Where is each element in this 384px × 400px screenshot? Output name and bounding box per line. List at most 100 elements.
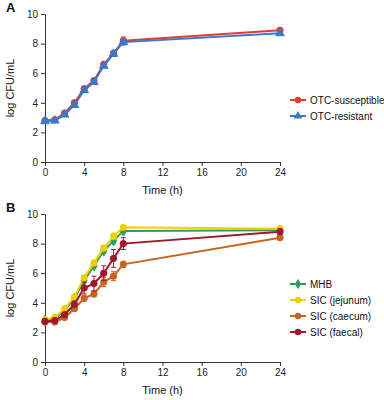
- tick: 4: [32, 98, 45, 109]
- tick: 4: [82, 362, 88, 378]
- tick: 20: [236, 162, 248, 178]
- tick: 12: [157, 362, 169, 378]
- legend-label: SIC (caecum): [310, 311, 371, 322]
- marker: [61, 311, 67, 317]
- marker: [101, 245, 107, 251]
- plot-area: [42, 224, 283, 326]
- marker: [120, 261, 126, 267]
- tick-label: 6: [32, 68, 38, 79]
- marker: [91, 260, 97, 266]
- tick-mark: [123, 162, 124, 166]
- tick-label: 12: [157, 167, 169, 178]
- error-bar: [82, 282, 87, 294]
- tick-label: 24: [275, 167, 287, 178]
- marker: [41, 116, 50, 123]
- series-line: [45, 33, 280, 121]
- tick: 2: [32, 327, 45, 338]
- tick-mark: [41, 73, 45, 74]
- error-bar: [82, 295, 87, 301]
- series-line: [45, 232, 280, 322]
- tick-mark: [41, 103, 45, 104]
- series: [42, 229, 283, 325]
- series: [42, 234, 283, 325]
- marker: [52, 314, 58, 325]
- marker: [80, 85, 89, 92]
- tick-label: 0: [43, 367, 49, 378]
- axis-line: [41, 15, 46, 163]
- tick-mark: [41, 44, 45, 45]
- error-bar: [91, 261, 96, 265]
- tick: 10: [27, 9, 45, 20]
- tick-label: 8: [32, 238, 38, 249]
- tick: 4: [32, 298, 45, 309]
- tick-label: 20: [236, 367, 248, 378]
- panel-label: B: [6, 200, 15, 215]
- tick-mark: [84, 162, 85, 166]
- error-bar: [121, 261, 126, 267]
- tick-mark: [41, 14, 45, 15]
- tick-mark: [163, 162, 164, 166]
- tick: 0: [32, 357, 45, 368]
- legend-label: SIC (jejunum): [310, 295, 371, 306]
- tick: 4: [82, 162, 88, 178]
- tick-label: 0: [43, 167, 49, 178]
- marker: [277, 229, 283, 235]
- figure: 048121620240246810ATime (h)log CFU/mLOTC…: [0, 0, 384, 400]
- tick-mark: [241, 362, 242, 366]
- panel: 048121620240246810BTime (h)log CFU/mLMHB…: [4, 200, 371, 396]
- x-axis-title: Time (h): [142, 184, 183, 196]
- tick-mark: [41, 303, 45, 304]
- tick-label: 10: [27, 9, 39, 20]
- tick-label: 4: [82, 367, 88, 378]
- tick-label: 4: [82, 167, 88, 178]
- series: [42, 225, 283, 326]
- tick-label: 2: [32, 127, 38, 138]
- marker: [110, 255, 116, 261]
- axis-line: [46, 163, 281, 167]
- marker: [120, 240, 126, 246]
- tick: 8: [32, 238, 45, 249]
- tick-label: 0: [32, 357, 38, 368]
- marker: [50, 116, 59, 123]
- marker: [90, 77, 99, 84]
- tick-mark: [41, 132, 45, 133]
- marker: [91, 261, 97, 272]
- error-bar: [62, 312, 67, 316]
- legend-marker: [295, 97, 301, 103]
- marker: [91, 291, 97, 297]
- y-axis: 0246810: [27, 209, 46, 368]
- x-axis: 04812162024: [43, 362, 287, 378]
- legend-marker: [294, 111, 303, 118]
- marker: [276, 28, 285, 35]
- marker: [101, 270, 107, 276]
- tick: 8: [32, 38, 45, 49]
- tick-label: 4: [32, 298, 38, 309]
- marker: [42, 318, 48, 324]
- tick-label: 8: [121, 367, 127, 378]
- marker: [60, 110, 69, 117]
- marker: [120, 224, 126, 230]
- plot-area: [41, 27, 285, 124]
- tick-mark: [41, 162, 45, 163]
- legend-label: OTC-susceptible: [310, 95, 384, 106]
- marker: [110, 273, 116, 279]
- series-line: [45, 238, 280, 322]
- tick: 0: [43, 162, 49, 178]
- tick: 8: [121, 162, 127, 178]
- y-axis: 0246810: [27, 9, 46, 168]
- panel: 048121620240246810ATime (h)log CFU/mLOTC…: [4, 0, 384, 196]
- tick: 16: [197, 162, 209, 178]
- tick-mark: [41, 244, 45, 245]
- marker: [81, 295, 87, 301]
- tick: 2: [32, 127, 45, 138]
- tick: 20: [236, 362, 248, 378]
- marker: [119, 37, 128, 44]
- error-bar: [91, 276, 96, 291]
- legend: MHBSIC (jejunum)SIC (caecum)SIC (faecal): [290, 279, 371, 338]
- tick-label: 8: [121, 167, 127, 178]
- legend-label: OTC-resistant: [310, 111, 372, 122]
- marker: [91, 280, 97, 286]
- legend-label: MHB: [310, 279, 333, 290]
- marker: [42, 315, 48, 326]
- error-bar: [121, 238, 126, 250]
